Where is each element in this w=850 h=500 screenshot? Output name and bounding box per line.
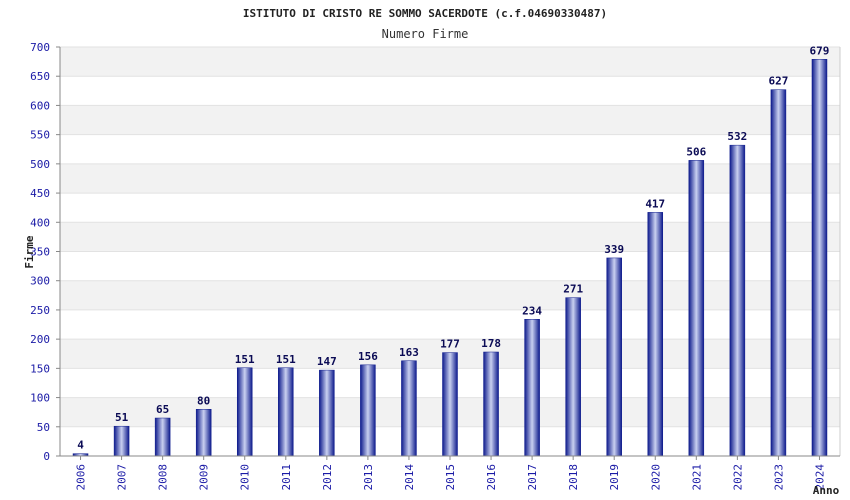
x-tick-label-2018: 2018 [567,464,580,491]
value-label-2019: 339 [604,243,624,256]
chart-title: ISTITUTO DI CRISTO RE SOMMO SACERDOTE (c… [243,7,607,20]
y-tick-label: 250 [30,304,50,317]
x-tick-label-2008: 2008 [157,464,170,491]
bars: 4 51 65 80 151 151 147 156 163 177 178 234 271 339 417… [72,44,830,457]
value-label-2023: 627 [768,75,788,88]
grid-band [60,222,840,252]
bar-2019 [606,257,622,457]
x-axis-ticks: 2006 2007 2008 2009 2010 2011 2012 2013 2014 2015… [75,456,826,491]
bar-2010 [236,367,253,457]
value-label-2020: 417 [645,197,665,210]
y-tick-label: 200 [30,333,50,346]
value-label-2016: 178 [481,337,501,350]
y-axis-label: Firme [23,235,36,268]
x-tick-label-2012: 2012 [321,464,334,491]
y-tick-label: 400 [30,216,50,229]
x-tick-label-2017: 2017 [526,464,539,491]
bar-2007 [113,425,130,457]
x-tick-label-2020: 2020 [649,464,662,491]
bar-2011 [278,367,294,457]
bar-2020 [647,212,664,457]
value-label-2018: 271 [563,283,583,296]
grid-band [60,105,840,135]
x-axis-label: Anno [813,484,840,497]
value-label-2022: 532 [727,130,747,143]
x-tick-label-2010: 2010 [239,464,252,491]
x-tick-label-2007: 2007 [116,464,129,491]
value-label-2009: 80 [197,394,210,407]
x-tick-label-2006: 2006 [75,464,88,491]
value-label-2021: 506 [686,145,706,158]
x-tick-label-2021: 2021 [690,464,703,491]
bar-2024 [811,59,828,457]
x-tick-label-2023: 2023 [772,464,785,491]
bar-2017 [524,319,540,457]
bar-2022 [729,144,746,457]
value-label-2014: 163 [399,346,419,359]
x-tick-label-2024: 2024 [813,464,826,491]
chart-subtitle: Numero Firme [382,27,469,41]
value-label-2011: 151 [276,353,296,366]
bar-2012 [319,369,335,457]
grid-bands [60,46,841,457]
grid-band [60,163,840,194]
grid-band [60,47,840,77]
y-tick-label: 550 [30,129,50,142]
y-tick-label: 150 [30,362,50,375]
y-tick-label: 500 [30,158,50,171]
x-tick-label-2022: 2022 [731,464,744,491]
y-axis-ticks: 0 50 100 150 200 250 300 350 400 450 500 550 600 650 7… [30,41,60,463]
x-tick-label-2019: 2019 [608,464,621,491]
y-tick-label: 50 [37,421,50,434]
x-tick-label-2009: 2009 [198,464,211,491]
bar-2013 [360,364,376,457]
bar-2009 [195,409,212,457]
x-tick-label-2014: 2014 [403,464,416,491]
bar-2023 [770,89,787,457]
grid-band [60,280,840,310]
y-tick-label: 700 [30,41,50,54]
x-tick-label-2015: 2015 [444,464,457,491]
value-label-2024: 679 [810,44,830,57]
bar-2014 [401,360,417,457]
x-tick-label-2016: 2016 [485,464,498,491]
value-label-2008: 65 [156,403,169,416]
value-label-2006: 4 [77,439,84,452]
bar-2021 [688,160,705,457]
bar-2008 [154,417,171,457]
value-label-2015: 177 [440,338,460,351]
bar-2016 [483,351,499,457]
x-tick-label-2011: 2011 [280,464,293,491]
value-label-2007: 51 [115,411,129,424]
y-tick-label: 650 [30,70,50,83]
y-tick-label: 600 [30,99,50,112]
value-label-2010: 151 [235,353,255,366]
x-tick-label-2013: 2013 [362,464,375,491]
value-label-2012: 147 [317,355,337,368]
y-tick-label: 450 [30,187,50,200]
y-tick-label: 350 [30,246,50,259]
bar-2015 [442,352,458,457]
value-label-2013: 156 [358,350,378,363]
y-tick-label: 300 [30,275,50,288]
bar-2018 [565,297,581,457]
y-tick-label: 0 [43,450,50,463]
value-label-2017: 234 [522,304,542,317]
y-tick-label: 100 [30,392,50,405]
